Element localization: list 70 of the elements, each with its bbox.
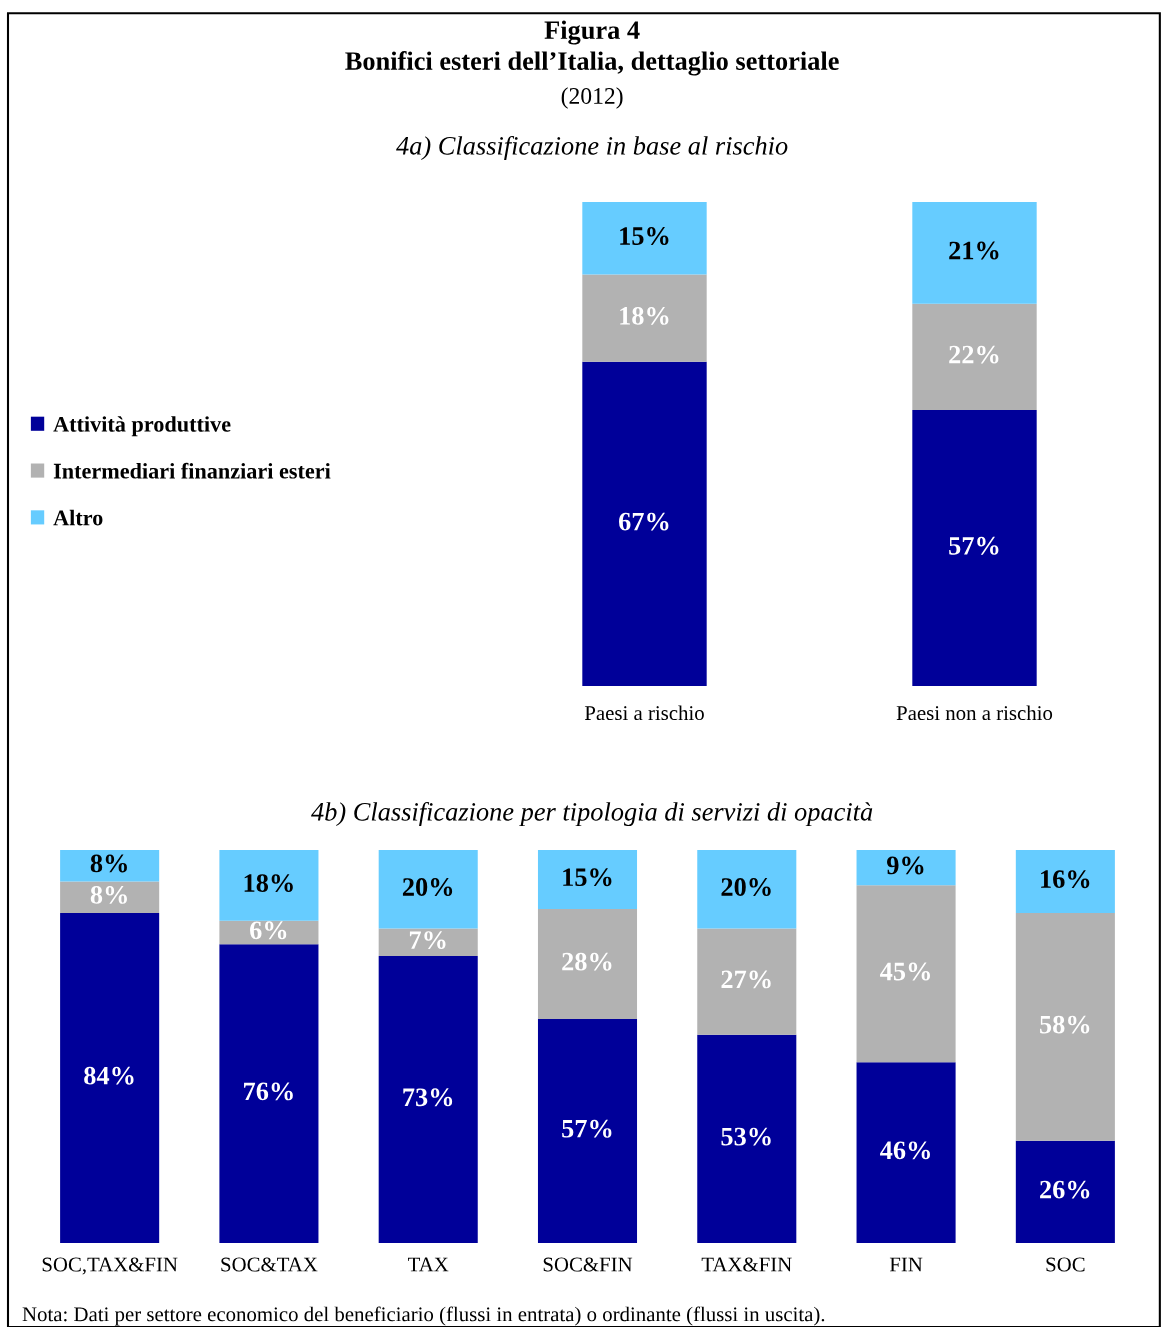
data-label: 57% [949, 536, 999, 555]
bar [697, 1034, 797, 1243]
x-tick-label: SOC&FIN [543, 1257, 633, 1272]
bar [856, 850, 956, 886]
data-label: 21% [949, 241, 999, 260]
chart-title: 4b) Classificazione per tipologia di servizi di opacità [311, 801, 873, 827]
bar [912, 303, 1037, 411]
data-label: 53% [721, 1127, 771, 1146]
bar [60, 912, 160, 1243]
bar [697, 928, 797, 1035]
bar [697, 850, 797, 929]
bar [1015, 912, 1115, 1141]
bar [912, 410, 1037, 686]
bar [912, 202, 1037, 304]
data-label: 76% [244, 1082, 293, 1101]
data-label: 20% [402, 878, 453, 896]
x-tick-label: Paesi non a rischio [896, 705, 1053, 721]
data-label: 15% [620, 227, 669, 245]
data-label: 84% [84, 1066, 134, 1085]
data-label: 26% [1040, 1180, 1090, 1199]
x-tick-label: SOC&TAX [221, 1257, 318, 1272]
data-label: 9% [887, 856, 924, 875]
legend-label: Attività produttive [53, 416, 231, 437]
bar [856, 1062, 956, 1243]
x-tick-label: SOC,TAX&FIN [42, 1257, 178, 1275]
x-tick-label: TAX [408, 1257, 449, 1272]
data-label: 18% [620, 306, 669, 325]
data-label: 45% [880, 962, 930, 981]
bar [582, 274, 707, 362]
data-label: 18% [244, 874, 293, 893]
data-label: 16% [1041, 870, 1090, 889]
bar [219, 850, 319, 921]
bar [582, 361, 707, 686]
chart-subtitle: (2012) [561, 87, 623, 109]
data-label: 58% [1040, 1015, 1090, 1034]
bar [219, 944, 319, 1243]
data-label: 57% [562, 1119, 612, 1138]
bar [537, 850, 638, 909]
data-label: 7% [409, 931, 446, 950]
bar [60, 881, 160, 913]
legend-label: Altro [53, 509, 103, 526]
chart-title: Figura 4 Bonifici esteri dell’Italia, dettaglio settoriale [345, 20, 839, 76]
bar [582, 202, 707, 275]
data-label: 15% [563, 868, 612, 887]
bar [537, 908, 638, 1019]
data-label: 73% [403, 1088, 453, 1107]
data-label: 28% [562, 952, 612, 971]
bar [378, 850, 478, 929]
data-label: 46% [880, 1141, 930, 1160]
data-label: 6% [250, 921, 287, 940]
data-label: 20% [721, 878, 771, 896]
bar [60, 850, 160, 882]
x-tick-label: TAX&FIN [701, 1257, 792, 1272]
data-label: 22% [949, 345, 999, 364]
x-tick-label: SOC [1046, 1257, 1085, 1272]
bar [378, 928, 478, 957]
data-label: 8% [90, 854, 127, 873]
text: 4a) Classificazione in base al rischio [396, 135, 788, 161]
data-label: 27% [721, 970, 771, 989]
bar [378, 956, 478, 1243]
bar [1015, 1140, 1115, 1243]
data-label: 8% [90, 885, 127, 904]
data-label: 67% [619, 512, 669, 531]
x-tick-label: Paesi a rischio [584, 705, 704, 721]
bar [537, 1018, 638, 1243]
bar [856, 885, 956, 1063]
text: Nota: Dati per settore economico del beneficiario (flussi in entrata) o ordinante (flussi in uscita). [22, 1306, 825, 1326]
x-tick-label: FIN [889, 1257, 923, 1272]
bar [1015, 850, 1115, 913]
legend-label: Intermediari finanziari esteri [53, 462, 331, 479]
